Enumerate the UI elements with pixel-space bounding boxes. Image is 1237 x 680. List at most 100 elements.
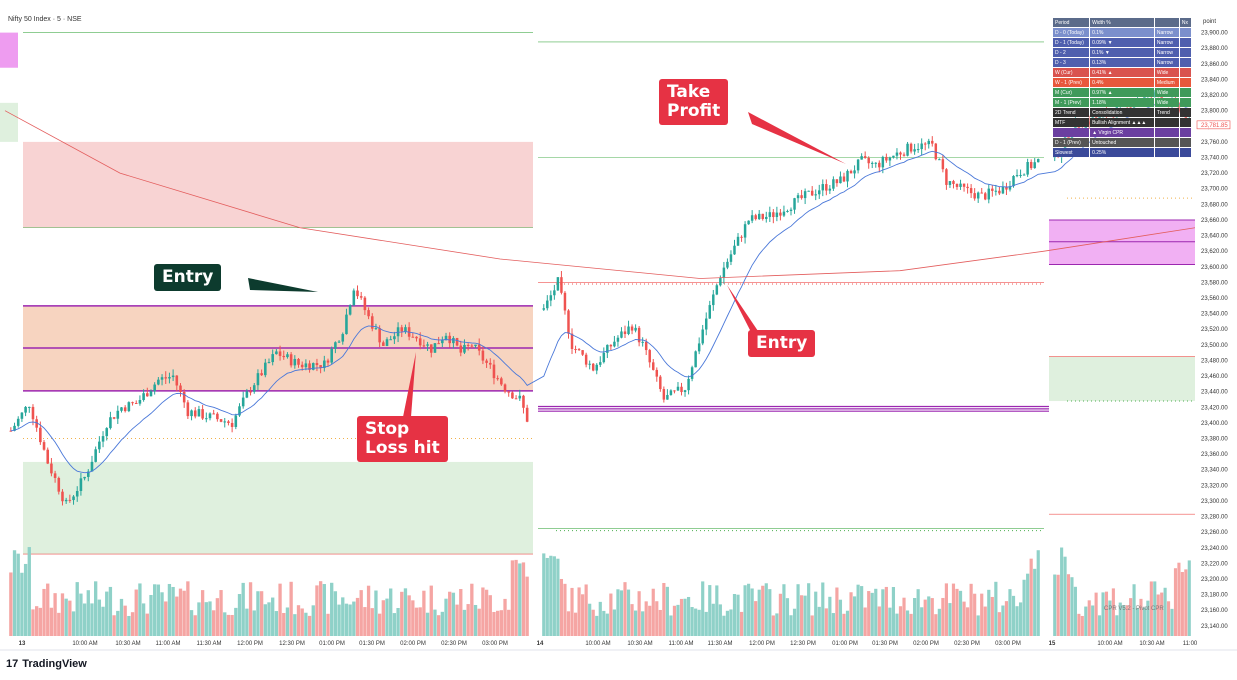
volume-bar — [60, 593, 65, 636]
volume-bar — [881, 589, 885, 636]
candle-body — [860, 156, 863, 160]
candle-body — [920, 143, 923, 150]
candle-body — [856, 159, 860, 171]
candle-body — [252, 385, 256, 392]
candle-body — [1001, 186, 1005, 194]
candle-body — [426, 344, 429, 346]
candle-body — [444, 335, 448, 341]
y-tick-label: 23,420.00 — [1201, 405, 1228, 411]
x-tick-label: 10:00 AM — [1097, 641, 1122, 647]
volume-bar — [754, 601, 758, 636]
volume-bar — [46, 583, 50, 636]
info-cell: Bullish Alignment ▲▲▲ — [1089, 117, 1155, 128]
x-tick-label: 02:00 PM — [913, 641, 939, 647]
candle-body — [205, 418, 208, 420]
volume-bar — [1101, 592, 1105, 636]
volume-bar — [311, 605, 315, 636]
volume-bar — [980, 593, 984, 636]
volume-bar — [160, 592, 164, 636]
entry-pointer-left — [248, 278, 318, 292]
candle-body — [938, 159, 941, 161]
volume-bar — [223, 612, 227, 636]
candle-body — [503, 384, 507, 392]
candle-body — [171, 375, 175, 378]
y-tick-label: 23,160.00 — [1201, 608, 1228, 614]
candle-body — [98, 441, 101, 450]
volume-bar — [518, 563, 522, 636]
candle-body — [311, 363, 315, 370]
info-cell: M - 1 (Prev) — [1051, 97, 1091, 108]
info-cell — [1153, 137, 1180, 148]
candle-body — [722, 267, 726, 278]
info-cell — [1178, 127, 1193, 138]
info-cell: W (Cur) — [1051, 67, 1091, 78]
volume-bar — [549, 555, 553, 636]
info-cell: 0.41% ▲ — [1089, 67, 1155, 78]
candle-body — [24, 406, 27, 413]
candle-body — [193, 410, 197, 417]
cpr-info-table: Period Width % Nx D - 0 (Today) 0.1% Narrow D … — [1051, 17, 1193, 158]
info-cell — [1178, 57, 1193, 68]
candle-body — [46, 449, 50, 464]
candle-body — [574, 349, 577, 351]
volume-bar — [282, 612, 286, 636]
candle-body — [249, 391, 252, 393]
candle-body — [853, 170, 856, 174]
candle-body — [1005, 186, 1008, 190]
volume-bar — [189, 610, 194, 636]
volume-bar — [175, 596, 179, 636]
candle-body — [20, 412, 24, 419]
candle-body — [223, 421, 227, 423]
candle-body — [153, 384, 156, 392]
candle-body — [726, 261, 729, 268]
candle-body — [138, 400, 142, 404]
info-cell: M (Cur) — [1051, 87, 1091, 98]
volume-bar — [119, 598, 124, 636]
candle-body — [87, 471, 90, 477]
volume-bar — [462, 609, 467, 636]
volume-bar — [581, 594, 585, 636]
volume-bar — [1098, 615, 1102, 636]
candle-body — [712, 294, 715, 306]
volume-bar — [941, 597, 945, 636]
volume-bar — [1156, 594, 1160, 636]
volume-bar — [831, 613, 835, 636]
info-row: M (Cur) 0.97% ▲ Wide — [1051, 87, 1193, 98]
candle-body — [863, 156, 867, 158]
volume-bar — [451, 592, 456, 636]
candle-body — [31, 406, 35, 420]
volume-bar — [701, 581, 705, 636]
volume-bar — [814, 591, 818, 636]
candle-body — [888, 157, 892, 161]
volume-bar — [1026, 573, 1030, 636]
info-cell — [1178, 107, 1193, 118]
y-tick-label: 23,340.00 — [1201, 468, 1228, 474]
entry-callout-left: Entry — [154, 264, 222, 291]
candle-body — [754, 215, 757, 220]
volume-bar — [289, 581, 293, 636]
info-cell: Consolidation — [1089, 107, 1155, 118]
volume-bar — [337, 604, 341, 636]
y-tick-label: 23,280.00 — [1201, 515, 1228, 521]
volume-bar — [97, 599, 102, 636]
volume-bar — [153, 584, 157, 636]
x-tick-label: 02:30 PM — [954, 641, 980, 647]
volume-bar — [697, 609, 701, 636]
volume-bar — [747, 583, 751, 636]
volume-bar — [293, 614, 297, 636]
tradingview-logo-icon: 17 — [6, 658, 19, 670]
volume-bar — [1115, 615, 1119, 636]
candle-body — [90, 461, 94, 472]
volume-bar — [359, 590, 363, 636]
y-tick-label: 23,700.00 — [1201, 187, 1228, 193]
x-tick-label: 14 — [537, 641, 544, 647]
candle-body — [112, 417, 116, 419]
candle-body — [962, 183, 966, 187]
candle-body — [906, 143, 909, 156]
candle-body — [1015, 175, 1019, 177]
volume-bar — [507, 609, 511, 636]
volume-bar — [860, 586, 864, 636]
volume-bar — [757, 589, 761, 636]
candle-body — [733, 245, 736, 255]
